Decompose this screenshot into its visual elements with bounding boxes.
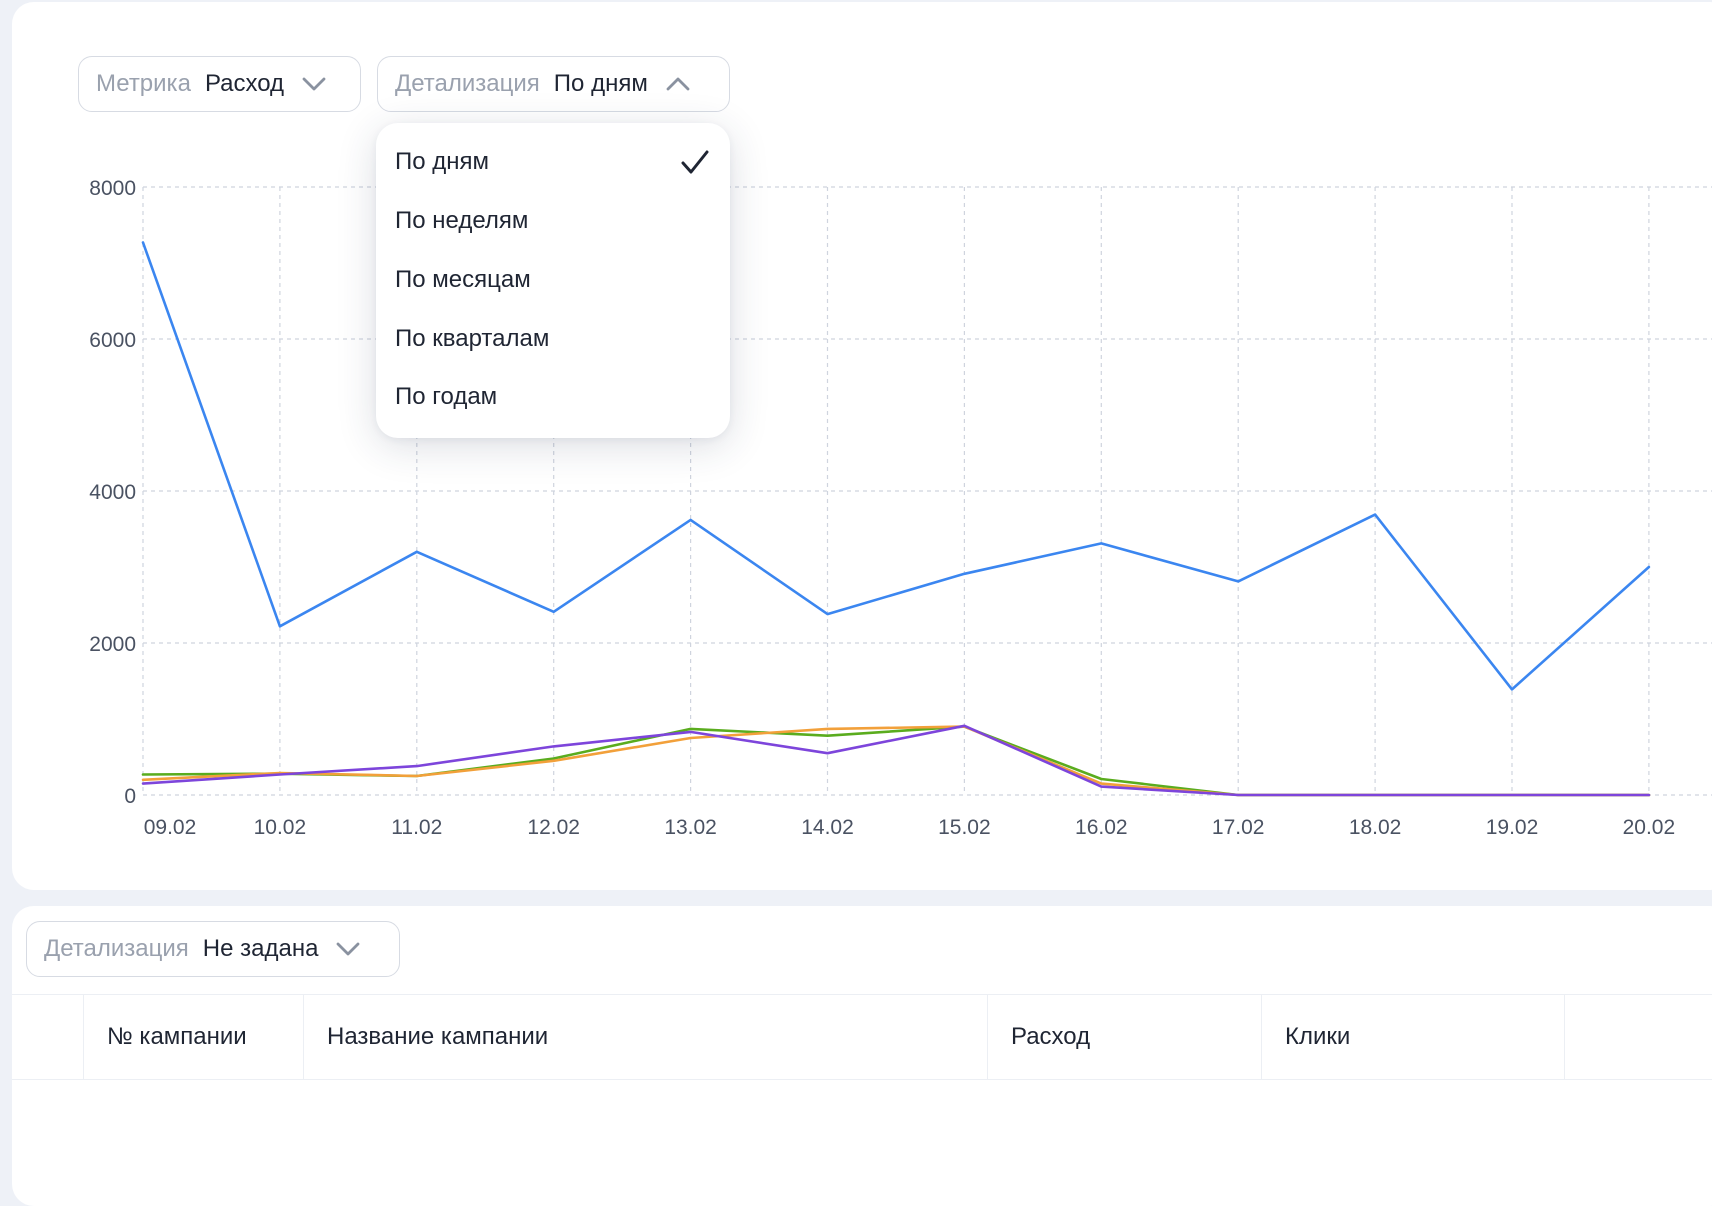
x-tick-label: 15.02: [938, 816, 991, 839]
detail-select-label: Детализация: [395, 70, 540, 97]
table-header: № кампании Название кампании Расход Клик…: [12, 994, 1712, 1080]
column-header-label: Название кампании: [327, 1023, 549, 1050]
column-header-spend[interactable]: Расход: [987, 995, 1261, 1079]
chevron-down-icon: [302, 77, 326, 91]
y-tick-label: 6000: [89, 329, 136, 352]
chevron-up-icon: [666, 77, 690, 91]
x-tick-label: 17.02: [1212, 816, 1265, 839]
line-chart: 0 2000 4000 6000 8000 09.02 10.02 11.02 12.02 13.…: [89, 177, 1712, 839]
x-tick-label: 14.02: [801, 816, 854, 839]
table-detail-select-value: Не задана: [202, 935, 319, 962]
x-tick-label: 11.02: [391, 816, 442, 839]
column-header-label: Расход: [1011, 1023, 1091, 1050]
dropdown-item-label: По кварталам: [395, 325, 550, 352]
y-tick-label: 0: [124, 785, 136, 808]
series-line-4: [141, 724, 1651, 797]
dropdown-item-years[interactable]: По годам: [376, 368, 730, 426]
dropdown-item-label: По неделям: [395, 207, 529, 234]
series-line-3: [141, 725, 1651, 797]
detail-select-value: По дням: [553, 70, 648, 97]
metric-select[interactable]: Метрика Расход: [78, 56, 361, 112]
chart-card: [12, 2, 1712, 890]
dropdown-item-label: По месяцам: [395, 266, 531, 293]
y-tick-label: 4000: [89, 481, 136, 504]
x-tick-label: 16.02: [1075, 816, 1128, 839]
dropdown-item-label: По годам: [395, 383, 498, 410]
x-tick-label: 10.02: [254, 816, 307, 839]
chevron-down-icon: [337, 942, 360, 956]
series-line-2: [141, 725, 1651, 797]
column-header-label: № кампании: [107, 1023, 247, 1050]
table-header-cell-select[interactable]: [12, 995, 84, 1079]
x-tick-label: 12.02: [527, 816, 580, 839]
column-header-campaign-number[interactable]: № кампании: [83, 995, 303, 1079]
dropdown-item-label: По дням: [395, 148, 490, 175]
dropdown-item-days[interactable]: По дням: [376, 133, 730, 191]
table-detail-select[interactable]: Детализация Не задана: [26, 921, 400, 977]
x-tick-label: 18.02: [1349, 816, 1402, 839]
x-tick-label: 19.02: [1486, 816, 1539, 839]
column-header-campaign-name[interactable]: Название кампании: [303, 995, 987, 1079]
column-header-label: Клики: [1285, 1023, 1351, 1050]
column-header-next: [1564, 995, 1588, 1079]
metric-select-value: Расход: [204, 70, 285, 97]
dropdown-item-weeks[interactable]: По неделям: [376, 192, 730, 250]
detail-select[interactable]: Детализация По дням: [377, 56, 730, 112]
x-tick-label: 09.02: [144, 816, 197, 839]
detail-dropdown-menu: По дням По неделям По месяцам По квартал…: [376, 123, 730, 438]
column-header-clicks[interactable]: Клики: [1261, 995, 1571, 1079]
x-tick-label: 13.02: [664, 816, 717, 839]
y-tick-label: 8000: [89, 177, 136, 200]
y-tick-label: 2000: [89, 633, 136, 656]
x-tick-label: 20.02: [1623, 816, 1676, 839]
series-line-1: [141, 241, 1651, 691]
checkmark-icon: [681, 150, 709, 174]
table-detail-select-label: Детализация: [44, 935, 189, 962]
dropdown-item-months[interactable]: По месяцам: [376, 251, 730, 309]
metric-select-label: Метрика: [96, 70, 191, 97]
dropdown-item-quarters[interactable]: По кварталам: [376, 310, 730, 368]
